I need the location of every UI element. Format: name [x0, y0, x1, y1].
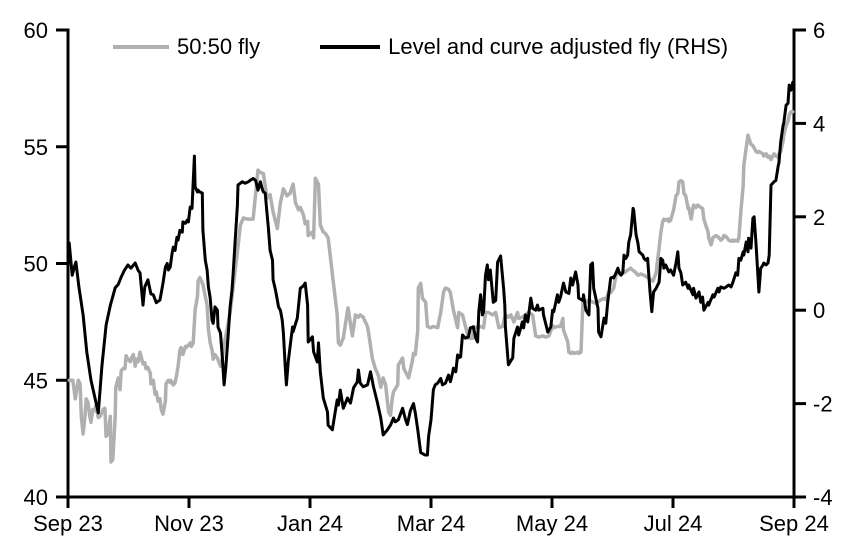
x-axis-tick-label: Sep 23	[33, 511, 103, 536]
x-axis-tick-label: Jul 24	[644, 511, 703, 536]
series-line-level-and-curve-adjusted-fly	[67, 80, 795, 457]
x-axis-tick-label: Mar 24	[397, 511, 465, 536]
left-axis-tick-label: 40	[24, 485, 48, 510]
right-axis-tick-label: 2	[813, 205, 825, 230]
right-axis-tick-label: 4	[813, 111, 825, 136]
legend-swatch-level-curve-adjusted-fly	[320, 45, 381, 49]
left-axis-tick-label: 60	[24, 18, 48, 43]
x-axis-tick-label: Sep 24	[759, 511, 829, 536]
left-axis-tick-label: 50	[24, 252, 48, 277]
legend: 50:50 fly Level and curve adjusted fly (…	[113, 34, 728, 60]
x-axis-tick-label: Nov 23	[154, 511, 224, 536]
left-axis-tick-label: 45	[24, 368, 48, 393]
series-line-50-50-fly	[67, 109, 795, 464]
right-axis-tick-label: 0	[813, 298, 825, 323]
right-axis-tick-label: -2	[813, 392, 833, 417]
x-axis-tick-label: Jan 24	[277, 511, 343, 536]
right-axis-tick-label: -4	[813, 485, 833, 510]
left-axis-tick-label: 55	[24, 135, 48, 160]
legend-label-50-50-fly: 50:50 fly	[177, 34, 261, 59]
legend-label-level-curve-adjusted-fly: Level and curve adjusted fly (RHS)	[388, 34, 729, 59]
legend-swatch-50-50-fly	[113, 45, 169, 49]
right-axis-tick-label: 6	[813, 18, 825, 43]
x-axis-tick-label: May 24	[516, 511, 588, 536]
